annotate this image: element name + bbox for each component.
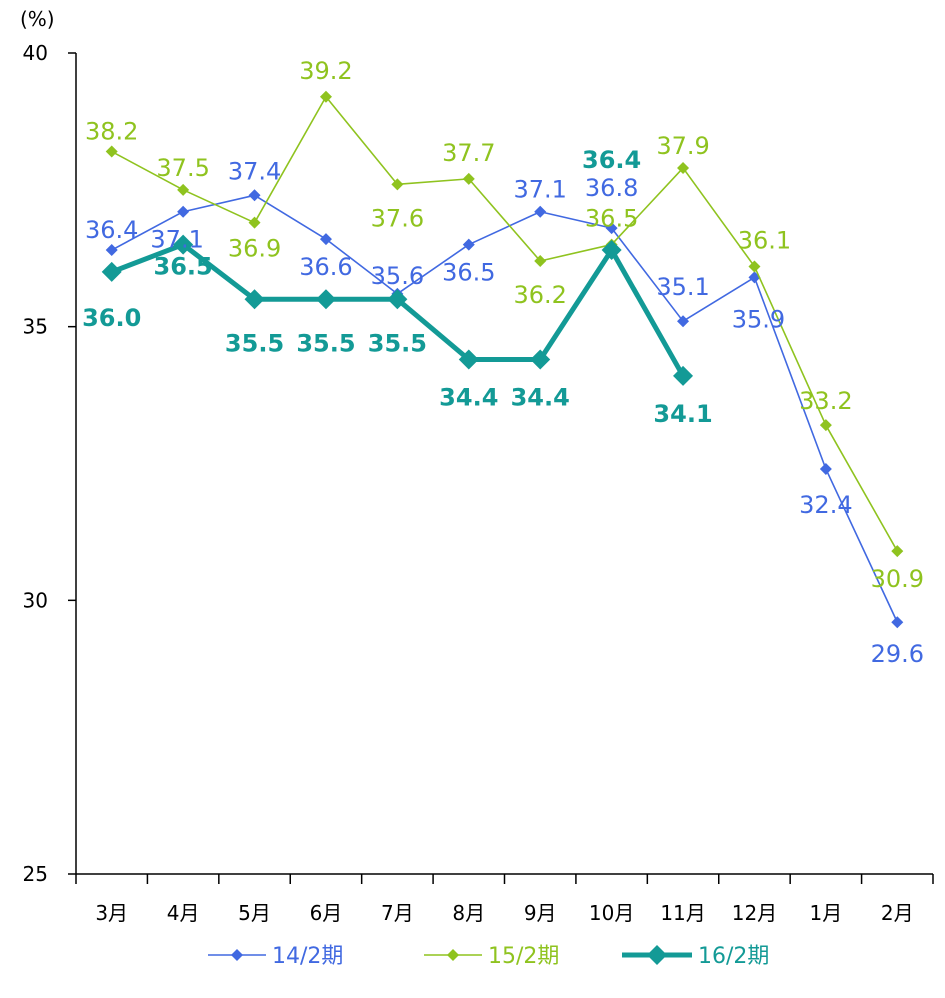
legend-swatch-marker [231,949,243,961]
series-3-point [101,261,122,282]
series-3-point [530,349,551,370]
series-2-point [177,183,190,196]
x-tick-label: 4月 [167,901,200,925]
series-2-data-label: 37.6 [371,204,424,232]
x-tick-label: 9月 [524,901,557,925]
series-1-data-label: 37.1 [150,226,203,254]
series-1-point [319,233,332,246]
legend-item-1: 14/2期 [208,944,343,969]
series-2-point [534,254,547,267]
series-2-data-label: 39.2 [299,57,352,85]
x-tick-label: 5月 [238,901,271,925]
series-1 [105,189,904,629]
series-1-point [677,315,690,328]
series-2-data-label: 36.1 [738,226,791,254]
series-1-data-label: 37.1 [513,176,566,204]
series-1-data-label: 36.4 [85,216,138,244]
data-labels: 36.4 37.137.436.6 35.6 36.537.1 36.835.135.9… [82,57,924,668]
series-3-point [458,349,479,370]
series-3-data-label: 34.4 [511,384,570,412]
series-3 [101,234,694,386]
series-3-point [673,365,694,386]
series-2-point [319,90,332,103]
series-2-data-label: 36.2 [513,281,566,309]
series-2-data-label: 37.9 [656,132,709,160]
series-3-data-label: 36.4 [582,146,641,174]
series-3-data-label: 36.5 [154,253,213,281]
legend-item-3: 16/2期 [622,944,769,969]
legend-label: 15/2期 [488,944,559,969]
series-2-data-label: 33.2 [799,387,852,415]
series-1-point [462,238,475,251]
series-1-point [605,222,618,235]
y-tick-label: 30 [23,588,48,612]
x-tick-label: 1月 [810,901,843,925]
series-2-data-label: 37.7 [442,139,495,167]
series-3-data-label: 34.4 [439,384,498,412]
series-1-data-label: 35.9 [732,305,785,333]
series-1-point [177,205,190,218]
series-3-point [315,289,336,310]
axes: 25 30 35 40 3月 4月 5月 6月 7月 8月 9月 10月 11月 12月 1月 2月 [23,41,934,925]
y-unit-label: (%) [20,7,55,31]
x-tick-label: 11月 [660,901,705,925]
y-tick-label: 40 [23,41,48,65]
series-1-data-label: 36.6 [299,253,352,281]
series-2-point [748,260,761,273]
x-tick-label: 7月 [381,901,414,925]
series-3-data-label: 35.5 [368,329,427,357]
series-2-point [105,145,118,158]
series-1-point [891,616,904,629]
series-1-point [534,205,547,218]
x-tick-label: 3月 [95,901,128,925]
series-3-point [601,240,622,261]
legend-label: 14/2期 [272,944,343,969]
series-3-data-label: 35.5 [225,329,284,357]
series-3-point [244,289,265,310]
series-1-point [819,462,832,475]
series-1-data-label: 36.8 [585,174,638,202]
series-2-data-label: 36.9 [228,235,281,263]
series-3-data-label: 34.1 [653,400,712,428]
x-tick-label: 6月 [310,901,343,925]
x-tick-label: 8月 [452,901,485,925]
series-1-data-label: 37.4 [228,157,281,185]
y-tick-label: 35 [23,315,48,339]
series-2-point [462,172,475,185]
series-3-data-label: 35.5 [296,329,355,357]
series-2-data-label: 38.2 [85,118,138,146]
series-2-point [391,178,404,191]
series-2-point [248,216,261,229]
x-tick-label: 12月 [732,901,777,925]
series-1-data-label: 32.4 [799,491,852,519]
series-1-data-label: 35.1 [656,273,709,301]
legend-item-2: 15/2期 [424,944,559,969]
x-tick-label: 10月 [589,901,634,925]
legend-swatch-marker [447,949,459,961]
y-tick-label: 25 [23,862,48,886]
series-3-data-label: 36.0 [82,304,141,332]
series-1-point [248,189,261,202]
legend-label: 16/2期 [698,944,769,969]
series-2 [105,90,904,558]
series-1-data-label: 29.6 [871,640,924,668]
series-1-data-label: 36.5 [442,259,495,287]
series-2-point [819,419,832,432]
series-3-point [173,234,194,255]
x-tick-label: 2月 [881,901,914,925]
series-2-point [891,545,904,558]
legend: 14/2期 15/2期 16/2期 [208,944,769,969]
series-1-data-label: 35.6 [371,262,424,290]
series-2-point [677,161,690,174]
series-3-point [387,289,408,310]
legend-swatch-marker [647,945,667,965]
series-layer [101,90,904,629]
series-2-data-label: 30.9 [871,565,924,593]
series-2-data-label: 36.5 [585,205,638,233]
series-1-line [111,194,899,623]
series-2-line [111,95,898,552]
series-1-point [105,244,118,257]
series-2-data-label: 37.5 [156,154,209,182]
